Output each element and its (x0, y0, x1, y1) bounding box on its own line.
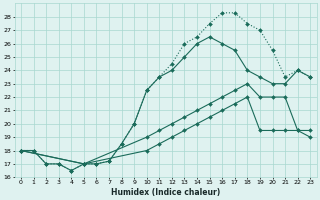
X-axis label: Humidex (Indice chaleur): Humidex (Indice chaleur) (111, 188, 220, 197)
